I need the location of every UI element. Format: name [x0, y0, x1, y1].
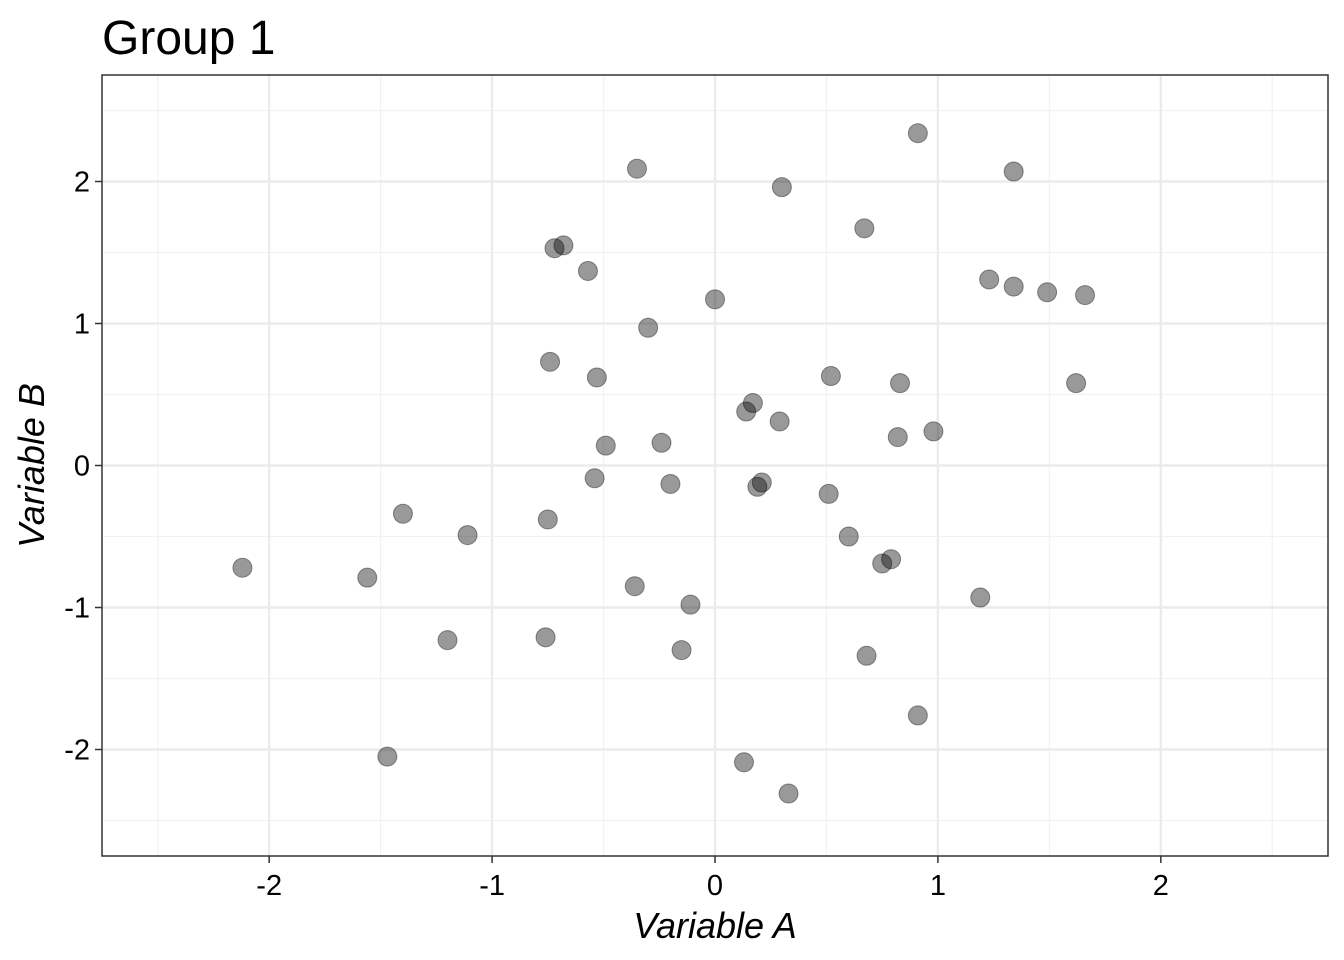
scatter-point	[742, 393, 763, 414]
scatter-point	[778, 783, 799, 804]
scatter-point	[890, 373, 911, 394]
scatter-point	[751, 472, 772, 493]
scatter-point	[586, 367, 607, 388]
scatter-point	[923, 421, 944, 442]
scatter-point	[540, 351, 561, 372]
scatter-point	[820, 366, 841, 387]
scatter-point	[979, 269, 1000, 290]
x-tick-label: -1	[479, 870, 505, 902]
scatter-point	[736, 401, 757, 422]
x-tick-label: 2	[1153, 870, 1169, 902]
scatter-point	[1003, 161, 1024, 182]
scatter-point	[535, 627, 556, 648]
scatter-point	[437, 630, 458, 651]
scatter-point	[1075, 285, 1096, 306]
scatter-point	[638, 317, 659, 338]
scatter-point	[854, 218, 875, 239]
x-tick-label: -2	[256, 870, 282, 902]
scatter-point	[881, 549, 902, 570]
scatter-point	[671, 640, 692, 661]
scatter-point	[769, 411, 790, 432]
scatter-point	[232, 557, 253, 578]
y-tick-label: 2	[74, 167, 90, 199]
scatter-point	[818, 483, 839, 504]
scatter-point	[584, 468, 605, 489]
scatter-point	[907, 705, 928, 726]
scatter-point	[970, 587, 991, 608]
scatter-point	[872, 553, 893, 574]
scatter-point	[1037, 282, 1058, 303]
y-tick-label: -1	[64, 593, 90, 625]
scatter-point	[771, 177, 792, 198]
x-tick-label: 0	[707, 870, 723, 902]
scatter-point	[1003, 276, 1024, 297]
scatter-point	[747, 476, 768, 497]
scatter-point	[680, 594, 701, 615]
data-points	[232, 123, 1096, 804]
x-tick-label: 1	[930, 870, 946, 902]
chart-title: Group 1	[102, 12, 275, 65]
scatter-point	[626, 158, 647, 179]
y-tick-label: 0	[74, 451, 90, 483]
major-gridlines	[102, 75, 1328, 856]
scatter-point	[553, 235, 574, 256]
scatter-point	[838, 526, 859, 547]
scatter-point	[907, 123, 928, 144]
scatter-point	[660, 473, 681, 494]
y-axis-ticks: -2 -1 0 1 2	[64, 167, 102, 767]
scatter-point	[733, 752, 754, 773]
scatter-point	[705, 289, 725, 310]
scatter-point	[887, 427, 908, 448]
x-axis-ticks: -2 -1 0 1 2	[256, 856, 1169, 902]
scatter-point	[624, 576, 645, 597]
x-axis-title: Variable A	[633, 905, 796, 946]
scatter-point	[537, 509, 558, 530]
scatter-point	[1066, 373, 1087, 394]
scatter-point	[651, 432, 672, 453]
scatter-point	[392, 503, 413, 524]
scatter-point	[595, 435, 616, 456]
scatter-point	[357, 567, 378, 588]
scatter-point	[544, 238, 565, 259]
scatter-point	[377, 746, 398, 767]
y-tick-label: -2	[64, 735, 90, 767]
scatter-point	[457, 525, 478, 546]
scatter-point	[577, 260, 598, 281]
y-axis-title: Variable B	[11, 383, 52, 548]
y-tick-label: 1	[74, 309, 90, 341]
scatter-point	[856, 645, 877, 666]
